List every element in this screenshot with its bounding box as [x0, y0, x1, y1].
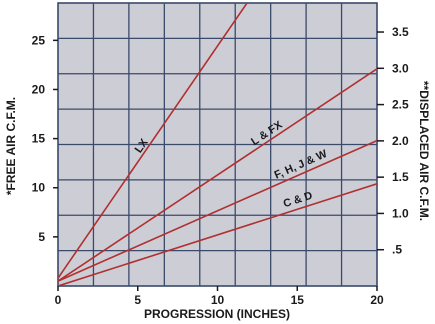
y-right-axis-ticks: .5 1.0 1.5 2.0 2.5 3.0 3.5: [377, 25, 409, 257]
series-line-lx: [58, 3, 249, 279]
y-right-tick-label: .5: [392, 243, 402, 257]
y-left-tick-label: 15: [32, 132, 46, 146]
x-axis-ticks: 0 5 10 15 20: [55, 286, 384, 307]
y-right-tick-label: 3.0: [392, 61, 409, 75]
y-right-tick-label: 2.0: [392, 134, 409, 148]
x-axis-title: PROGRESSION (INCHES): [144, 307, 290, 321]
series-line-f-h-j-w: [58, 139, 377, 282]
y-left-axis-title: *FREE AIR C.F.M.: [4, 97, 18, 195]
series-lines: [58, 3, 377, 286]
series-line-l-fx: [58, 68, 377, 282]
x-tick-label: 0: [55, 293, 62, 307]
x-tick-label: 20: [370, 293, 384, 307]
y-left-axis-ticks: 5 10 15 20 25: [32, 33, 58, 244]
x-tick-label: 10: [211, 293, 225, 307]
series-line-c-d: [58, 183, 377, 286]
y-left-tick-label: 10: [32, 181, 46, 195]
x-tick-label: 5: [134, 293, 141, 307]
y-left-tick-label: 20: [32, 82, 46, 96]
y-left-tick-label: 25: [32, 33, 46, 47]
y-right-axis-title: **DISPLACED AIR C.F.M.: [417, 81, 431, 221]
grid: [58, 3, 377, 286]
y-right-tick-label: 2.5: [392, 98, 409, 112]
y-left-tick-label: 5: [38, 230, 45, 244]
y-right-tick-label: 1.0: [392, 206, 409, 220]
x-tick-label: 15: [291, 293, 305, 307]
y-right-tick-label: 1.5: [392, 170, 409, 184]
y-right-tick-label: 3.5: [392, 25, 409, 39]
